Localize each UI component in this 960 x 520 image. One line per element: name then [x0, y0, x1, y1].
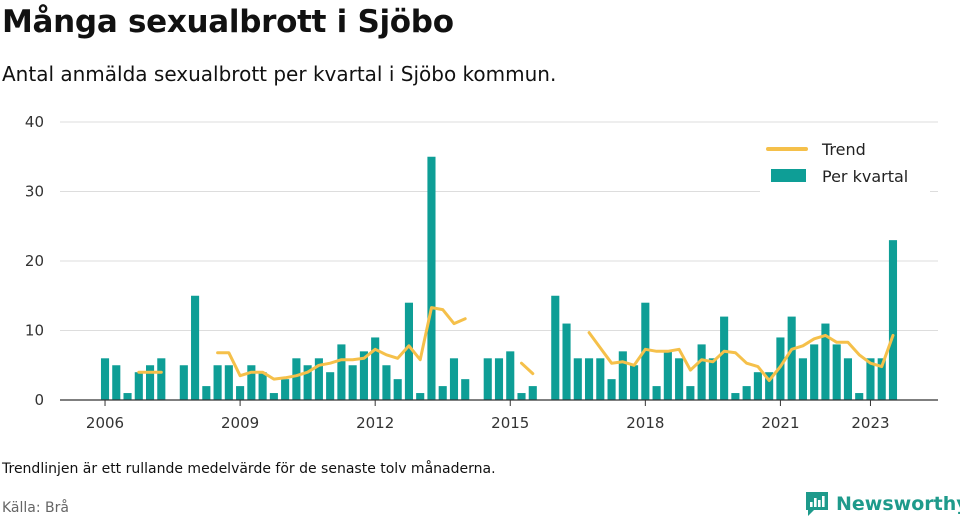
x-tick-label: 2018 [626, 414, 664, 432]
bar [866, 358, 875, 400]
bar [348, 365, 357, 400]
x-tick-label: 2015 [491, 414, 529, 432]
bar [832, 344, 841, 400]
bar [810, 344, 819, 400]
bar [877, 358, 886, 400]
y-tick-label: 30 [25, 183, 44, 201]
bar [843, 358, 853, 400]
bar [596, 358, 605, 400]
bar [652, 386, 661, 400]
bar [427, 156, 436, 400]
bar [404, 302, 414, 400]
bars [100, 156, 898, 400]
x-tick-label: 2021 [761, 414, 799, 432]
bar [382, 365, 391, 400]
bar [584, 358, 594, 400]
chart-subtitle: Antal anmälda sexualbrott per kvartal i … [2, 62, 557, 86]
bar [449, 358, 459, 400]
x-tick-label: 2023 [851, 414, 889, 432]
bar [753, 372, 762, 400]
bar [269, 393, 278, 400]
brand-name: Newsworthy [836, 493, 960, 515]
bar [742, 386, 751, 400]
bar [855, 393, 864, 400]
bar [461, 379, 470, 400]
bar [506, 351, 515, 400]
trend-line [137, 306, 895, 382]
bar [134, 372, 143, 400]
bar [483, 358, 492, 400]
bar [630, 365, 639, 400]
bar [607, 379, 616, 400]
legend-background [760, 136, 930, 194]
bar [697, 344, 706, 400]
bar [686, 386, 695, 400]
legend: Trend Per kvartal [760, 136, 930, 194]
bar [562, 323, 571, 400]
bar [303, 365, 312, 400]
y-tick-label: 10 [25, 322, 44, 340]
bar [100, 358, 110, 400]
bar [145, 365, 155, 400]
bar [258, 372, 267, 400]
y-tick-label: 40 [25, 113, 44, 131]
bar [494, 358, 504, 400]
bar [236, 386, 245, 400]
bar [281, 379, 290, 400]
bar [337, 344, 346, 400]
bar [573, 358, 582, 400]
source-label: Källa: Brå [2, 500, 69, 516]
bar [191, 295, 200, 400]
bar [731, 393, 740, 400]
bar [675, 358, 684, 400]
bar [224, 365, 233, 400]
bar [247, 365, 256, 400]
x-tick-label: 2006 [86, 414, 124, 432]
legend-trend-label: Trend [821, 140, 866, 159]
bar [213, 365, 222, 400]
trend-segment [520, 361, 535, 376]
y-tick-label: 0 [34, 391, 44, 409]
x-tick-label: 2009 [221, 414, 259, 432]
bar [359, 351, 368, 400]
bar [123, 393, 132, 400]
bar [798, 358, 807, 400]
bar [663, 351, 672, 400]
bar [438, 386, 447, 400]
newsworthy-logo: Newsworthy [804, 489, 960, 519]
bar [314, 358, 323, 400]
trend-segment [216, 306, 467, 381]
legend-bar-swatch [771, 169, 806, 182]
bar [292, 358, 301, 400]
bar [326, 372, 335, 400]
y-tick-label: 20 [25, 252, 44, 270]
bar [112, 365, 121, 400]
chart-title: Många sexualbrott i Sjöbo [2, 4, 454, 40]
bar [157, 358, 166, 400]
bar [708, 358, 717, 400]
bar [821, 323, 830, 400]
bar [179, 365, 188, 400]
legend-bar-label: Per kvartal [822, 167, 908, 186]
bar [720, 316, 729, 400]
bar [618, 351, 627, 400]
bar [371, 337, 380, 400]
bar [517, 393, 526, 400]
trend-segment [587, 331, 895, 382]
bar [765, 372, 774, 400]
bar [551, 295, 560, 400]
bar [393, 379, 402, 400]
footnote: Trendlinjen är ett rullande medelvärde f… [2, 461, 496, 477]
x-tick-label: 2012 [356, 414, 394, 432]
bar [202, 386, 211, 400]
bar [528, 386, 537, 400]
newsworthy-logo-icon [806, 492, 828, 516]
bar-chart: 0 10 20 30 40 2006 2009 2012 2015 2018 2021 2023 Tr… [25, 113, 938, 432]
bar [888, 240, 898, 400]
bar [787, 316, 796, 400]
bar [416, 393, 425, 400]
axes: 0 10 20 30 40 2006 2009 2012 2015 2018 2021 2023 [25, 113, 938, 432]
